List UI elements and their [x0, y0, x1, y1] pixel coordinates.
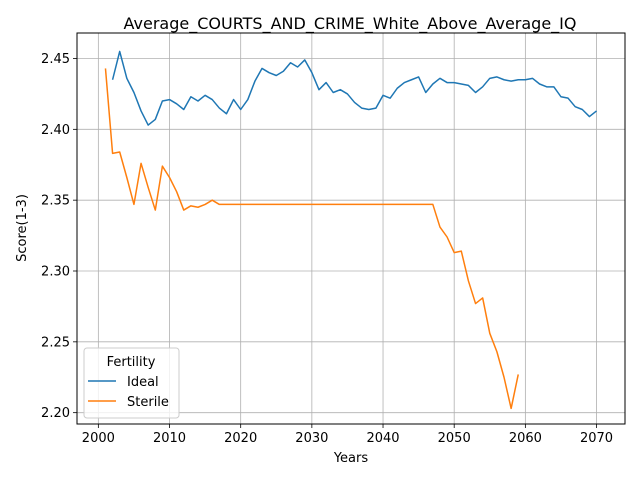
y-tick-label: 2.35 [41, 194, 70, 209]
axis-ticks: 2000 2010 2020 2030 2040 2050 2060 2070 2.20 2.25… [41, 52, 613, 446]
legend-label-ideal: Ideal [127, 375, 159, 390]
y-tick-label: 2.40 [41, 123, 70, 138]
legend: Fertility Ideal Sterile [83, 347, 180, 419]
x-axis-label: Years [333, 451, 369, 466]
legend-label-sterile: Sterile [127, 395, 169, 410]
x-tick-label: 2000 [82, 431, 115, 446]
series-line-sterile [104, 68, 519, 410]
x-tick-label: 2050 [438, 431, 471, 446]
x-tick-label: 2070 [580, 431, 613, 446]
x-tick-label: 2040 [366, 431, 399, 446]
x-tick-label: 2010 [153, 431, 186, 446]
x-tick-label: 2060 [509, 431, 542, 446]
y-tick-label: 2.20 [41, 406, 70, 421]
x-tick-label: 2030 [295, 431, 328, 446]
y-tick-label: 2.45 [41, 52, 70, 67]
y-tick-label: 2.25 [41, 335, 70, 350]
x-tick-label: 2020 [224, 431, 257, 446]
plot-area-frame [76, 32, 626, 425]
legend-title: Fertility [107, 355, 156, 370]
y-axis-label: Score(1-3) [15, 194, 30, 262]
series-layer [104, 50, 597, 410]
y-tick-label: 2.30 [41, 265, 70, 280]
chart-title: Average_COURTS_AND_CRIME_White_Above_Ave… [124, 14, 577, 34]
series-line-ideal [111, 50, 597, 126]
